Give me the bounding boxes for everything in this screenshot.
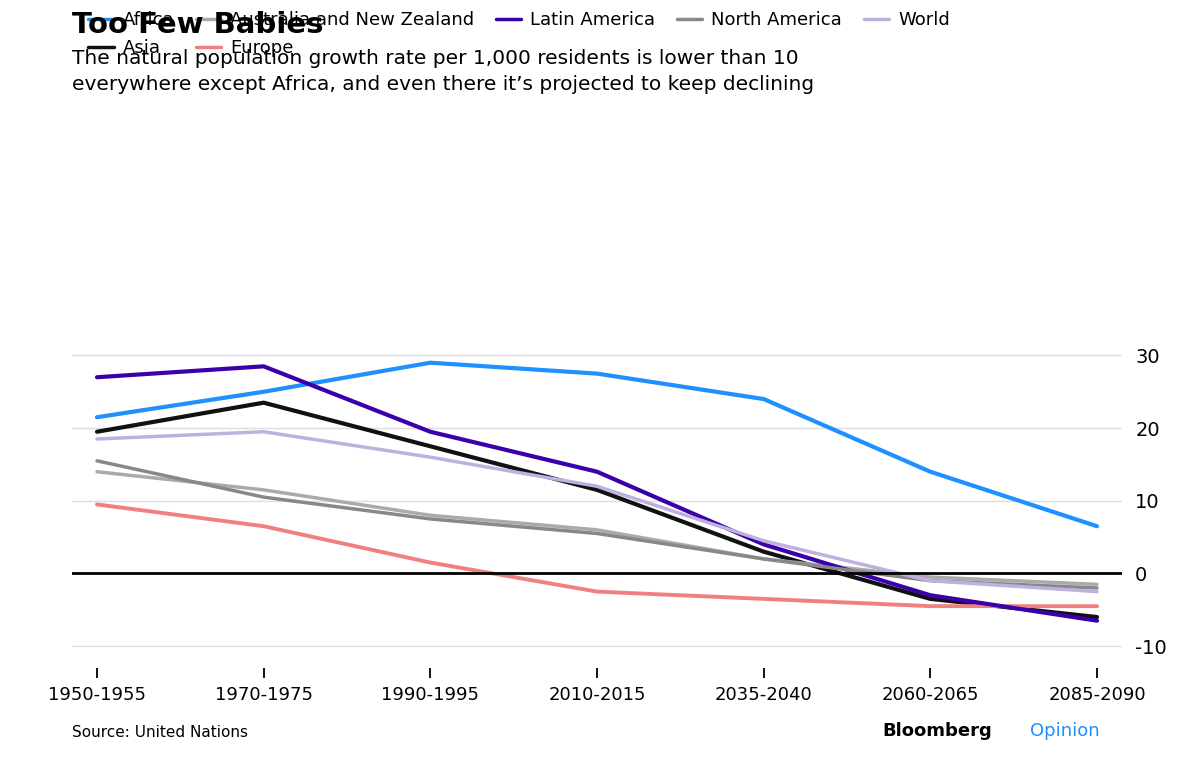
Legend: Africa, Asia, Australia and New Zealand, Europe, Latin America, North America, W: Africa, Asia, Australia and New Zealand,… xyxy=(82,4,956,65)
Text: Bloomberg: Bloomberg xyxy=(882,722,991,740)
Text: Opinion: Opinion xyxy=(1030,722,1099,740)
Text: The natural population growth rate per 1,000 residents is lower than 10
everywhe: The natural population growth rate per 1… xyxy=(72,49,814,94)
Text: Too Few Babies: Too Few Babies xyxy=(72,11,324,39)
Text: Source: United Nations: Source: United Nations xyxy=(72,725,248,740)
